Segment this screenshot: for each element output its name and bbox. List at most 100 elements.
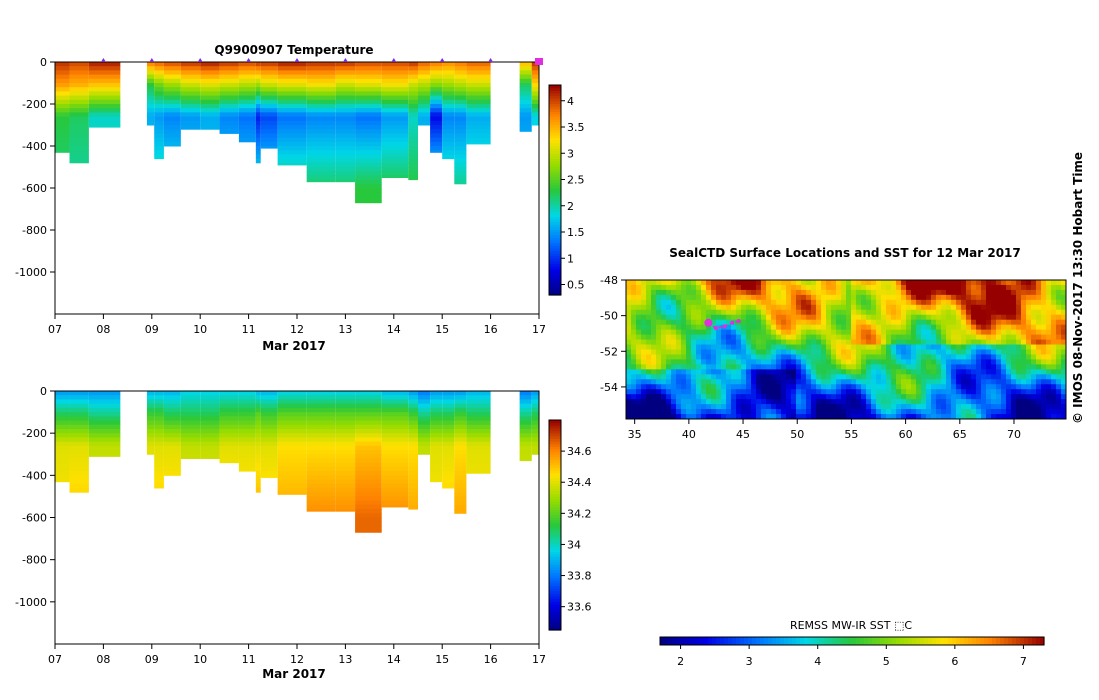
sst-cell (926, 409, 932, 415)
sst-cell (866, 280, 872, 286)
profile-cell (381, 437, 409, 443)
sst-cell (751, 334, 757, 341)
sst-cell (681, 349, 687, 356)
sst-cell (861, 364, 867, 370)
sst-cell (736, 314, 742, 321)
sst-cell (931, 359, 937, 365)
sst-cell (966, 309, 972, 316)
sst-cell (646, 314, 652, 321)
profile-cell (219, 78, 239, 84)
sst-cell (736, 384, 742, 390)
profile-cell (306, 83, 336, 88)
sst-cell (971, 379, 977, 385)
sst-cell (691, 329, 697, 336)
profile-cell (255, 466, 261, 472)
profile-cell (355, 513, 382, 518)
colorbar-segment (549, 522, 561, 526)
sst-cell (786, 374, 792, 380)
sst-cell (716, 344, 722, 351)
profile-cell (88, 78, 121, 84)
profile-cell (55, 125, 70, 130)
profile-marker (246, 58, 252, 62)
sst-cell (1026, 359, 1032, 365)
sst-cell (851, 389, 857, 395)
sst-cell (921, 409, 927, 415)
sst-cell (726, 394, 732, 400)
sst-cell (1031, 299, 1037, 306)
sst-cell (826, 359, 832, 365)
profile-cell (277, 66, 307, 71)
sst-cell (746, 334, 752, 341)
profile-cell (430, 395, 443, 400)
sst-cell (1051, 359, 1057, 365)
profile-cell (154, 146, 164, 151)
sst-cell (1011, 414, 1017, 419)
sst-cell (766, 394, 772, 400)
sst-cell (971, 409, 977, 415)
sst-cell (986, 364, 992, 370)
sst-cell (701, 364, 707, 370)
sst-cell (711, 314, 717, 321)
seal-track-point (736, 318, 741, 323)
profile-cell (418, 450, 431, 455)
profile-cell (430, 462, 443, 468)
sst-cell (731, 294, 737, 301)
sst-cell (636, 294, 642, 301)
sst-cell (1011, 379, 1017, 385)
sst-cell (1056, 319, 1062, 326)
x-tick-label: 16 (484, 323, 498, 336)
sst-cell (841, 344, 847, 351)
sst-cell (666, 404, 672, 410)
sst-cell (1061, 344, 1066, 351)
colorbar-segment (1000, 637, 1005, 645)
colorbar-segment (549, 232, 561, 236)
profile-cell (238, 99, 256, 105)
profile-cell (335, 150, 356, 155)
sst-cell (916, 409, 922, 415)
sst-cell (901, 324, 907, 331)
sst-cell (1061, 394, 1066, 400)
sst-cell (891, 324, 897, 331)
sst-cell (766, 404, 772, 410)
colorbar-segment (549, 506, 561, 510)
profile-cell (454, 500, 467, 506)
colorbar-segment (549, 448, 561, 453)
sst-cell (636, 409, 642, 415)
profile-cell (238, 412, 256, 417)
profile-cell (255, 91, 261, 97)
profile-cell (180, 116, 201, 122)
profile-cell (335, 167, 356, 172)
profile-cell (277, 91, 307, 97)
sst-cell (631, 280, 637, 286)
sst-cell (766, 294, 772, 301)
sst-cell (1061, 404, 1066, 410)
profile-cell (88, 125, 121, 128)
sst-cell (1001, 280, 1007, 286)
sst-cell (1041, 389, 1047, 395)
sst-cell (711, 299, 717, 306)
profile-cell (55, 445, 70, 451)
sst-cell (956, 284, 962, 291)
colorbar-segment (549, 509, 561, 513)
sst-cell (741, 389, 747, 395)
profile-cell (154, 108, 164, 113)
profile-cell (55, 95, 70, 101)
y-tick-label: -52 (600, 345, 618, 358)
profile-cell (408, 66, 418, 71)
sst-cell (631, 344, 637, 351)
colorbar-segment (549, 121, 561, 125)
profile-cell (219, 450, 239, 455)
sst-cell (991, 399, 997, 405)
profile-cell (200, 407, 220, 413)
profile-cell (454, 95, 467, 101)
sst-cell (636, 399, 642, 405)
sst-cell (746, 329, 752, 336)
profile-cell (335, 445, 356, 451)
profile-cell (277, 62, 307, 67)
profile-cell (418, 437, 431, 443)
sst-cell (761, 399, 767, 405)
sst-cell (871, 284, 877, 291)
sst-cell (931, 394, 937, 400)
sst-cell (821, 369, 827, 375)
profile-cell (180, 403, 201, 409)
